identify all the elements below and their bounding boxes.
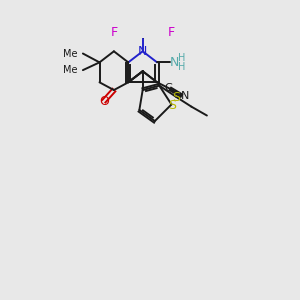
- Text: F: F: [168, 26, 175, 39]
- Text: C: C: [164, 83, 172, 93]
- Text: Me: Me: [63, 65, 77, 75]
- Text: H: H: [178, 53, 185, 63]
- Text: S: S: [169, 99, 177, 112]
- Text: Me: Me: [63, 49, 77, 58]
- Text: O: O: [99, 94, 109, 108]
- Text: N: N: [138, 45, 147, 58]
- Text: H: H: [178, 62, 185, 72]
- Text: F: F: [110, 26, 118, 39]
- Text: N: N: [170, 56, 179, 69]
- Text: S: S: [172, 91, 180, 104]
- Text: N: N: [181, 91, 189, 100]
